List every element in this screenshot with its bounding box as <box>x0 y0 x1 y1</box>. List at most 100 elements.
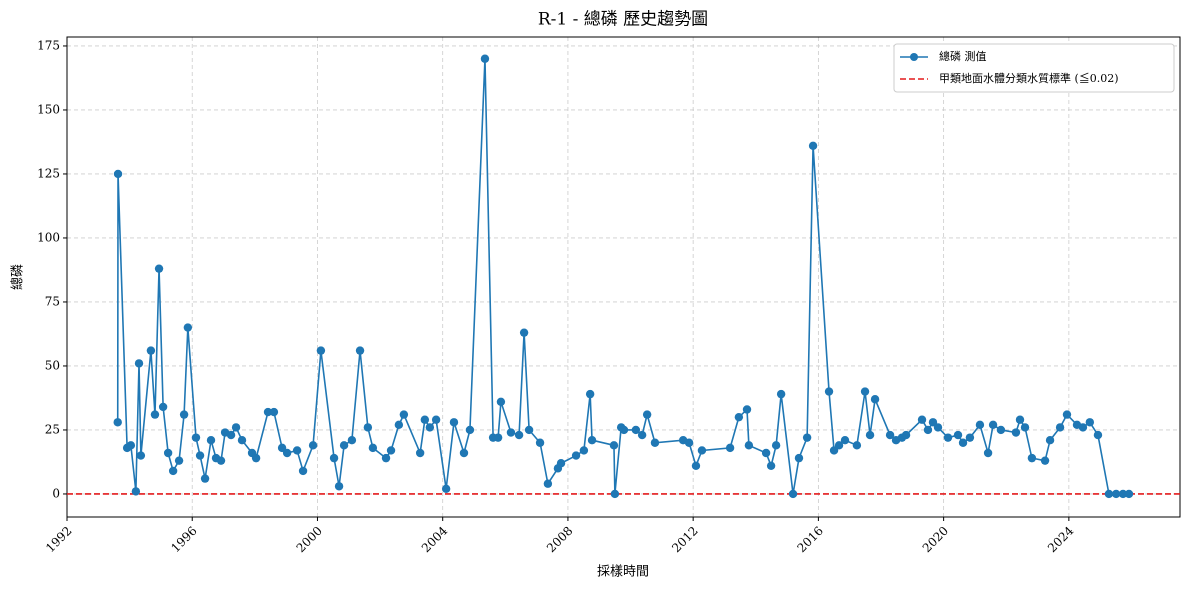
data-point <box>834 441 844 450</box>
x-tick-label: 2008 <box>544 524 575 555</box>
data-point <box>788 489 798 499</box>
data-point <box>637 430 647 440</box>
data-point <box>237 436 247 445</box>
data-point <box>308 441 318 450</box>
data-point <box>917 415 927 424</box>
data-point <box>496 397 506 406</box>
data-point <box>650 438 660 447</box>
data-point <box>480 54 490 63</box>
data-point <box>420 415 430 424</box>
data-point <box>1027 453 1037 463</box>
data-point <box>1085 418 1095 427</box>
data-point <box>381 453 391 463</box>
data-point <box>840 436 850 445</box>
data-point <box>1111 489 1121 499</box>
data-point <box>269 407 279 417</box>
data-point <box>216 456 226 465</box>
data-point <box>1045 436 1055 445</box>
legend-label: 總磷 測值 <box>939 49 987 63</box>
data-point <box>953 430 963 440</box>
data-point <box>368 443 378 453</box>
data-point <box>231 423 241 432</box>
data-point <box>163 448 173 458</box>
data-point <box>766 461 776 470</box>
data-point <box>126 441 136 450</box>
data-point <box>802 433 812 442</box>
data-point <box>191 433 201 442</box>
x-tick-label: 1996 <box>168 524 199 555</box>
data-point <box>923 425 933 435</box>
data-point <box>535 438 545 447</box>
data-point <box>543 479 553 488</box>
data-point <box>808 141 818 150</box>
data-point <box>441 484 451 494</box>
data-point <box>619 425 629 435</box>
data-point <box>386 446 396 455</box>
data-point <box>1020 423 1030 432</box>
data-point <box>996 425 1006 435</box>
y-tick-label: 100 <box>37 230 60 244</box>
data-point <box>339 441 349 450</box>
data-point <box>933 423 943 432</box>
data-point <box>263 407 273 417</box>
data-point <box>824 387 834 396</box>
x-tick-label: 2024 <box>1045 523 1077 555</box>
data-point <box>136 451 146 460</box>
data-point <box>113 418 122 427</box>
data-point <box>1040 456 1050 465</box>
data-point <box>579 446 589 455</box>
data-point <box>585 389 595 399</box>
data-point <box>134 359 144 368</box>
legend-marker <box>910 53 918 61</box>
data-point <box>514 430 524 440</box>
data-point <box>697 446 707 455</box>
y-tick-label: 0 <box>52 486 60 500</box>
data-point <box>631 425 641 435</box>
data-point <box>399 410 409 419</box>
data-point <box>734 412 744 422</box>
data-point <box>556 459 566 468</box>
legend-box <box>893 43 1175 93</box>
data-point <box>865 430 875 440</box>
data-point <box>1078 423 1088 432</box>
data-point <box>571 451 581 460</box>
data-point <box>1118 489 1128 499</box>
data-point <box>195 451 205 460</box>
data-point <box>154 264 164 273</box>
data-point <box>158 402 168 412</box>
data-point <box>150 410 160 419</box>
data-point <box>174 456 184 465</box>
data-point <box>329 453 339 463</box>
data-point <box>506 428 516 437</box>
y-tick-label: 125 <box>37 166 60 180</box>
data-point <box>415 448 425 458</box>
x-tick-label: 1992 <box>43 524 74 555</box>
data-point <box>493 433 503 442</box>
data-point <box>860 387 870 396</box>
data-point <box>988 420 998 430</box>
data-point <box>292 446 302 455</box>
data-point <box>519 328 529 337</box>
data-point <box>334 482 344 491</box>
data-point <box>901 430 911 440</box>
data-point <box>449 418 459 427</box>
data-point <box>425 423 435 432</box>
x-tick-label: 2012 <box>669 524 700 555</box>
data-point <box>465 425 475 435</box>
data-point <box>965 433 975 442</box>
data-point <box>684 438 694 447</box>
y-tick-label: 150 <box>37 102 60 116</box>
data-point <box>298 466 308 476</box>
data-point <box>742 405 752 414</box>
y-tick-label: 25 <box>45 422 60 436</box>
data-point <box>183 323 193 332</box>
data-point <box>852 441 862 450</box>
data-point <box>610 489 620 499</box>
x-tick-label: 2020 <box>920 524 951 555</box>
data-point <box>975 420 985 430</box>
data-point <box>146 346 156 355</box>
data-point <box>226 430 236 440</box>
data-point <box>958 438 968 447</box>
